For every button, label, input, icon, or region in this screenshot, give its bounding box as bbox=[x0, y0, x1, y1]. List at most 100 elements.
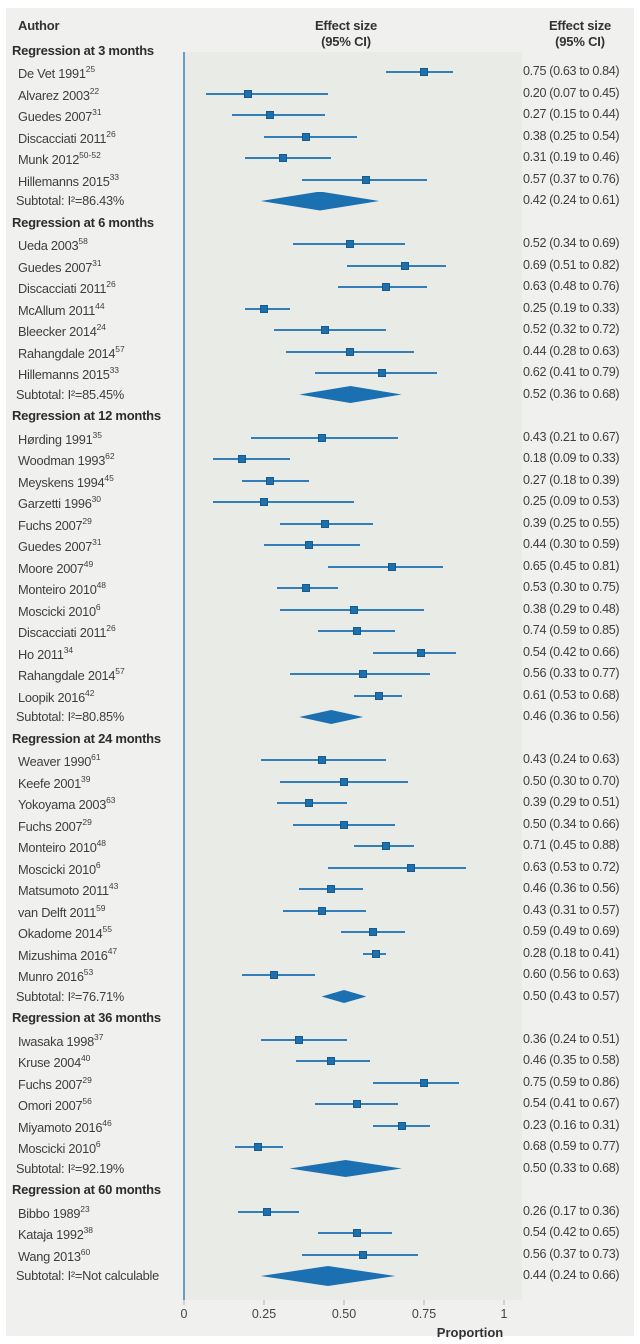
effect-size-value: 0.75 (0.59 to 0.86) bbox=[523, 1074, 620, 1089]
point-estimate-marker bbox=[346, 240, 355, 248]
effect-size-value: 0.52 (0.34 to 0.69) bbox=[523, 236, 620, 250]
effect-size-value: 0.50 (0.43 to 0.57) bbox=[523, 988, 620, 1003]
study-ref-superscript: 29 bbox=[82, 1074, 92, 1085]
effect-size-value: 0.61 (0.53 to 0.68) bbox=[523, 687, 620, 702]
ci-line bbox=[328, 866, 466, 869]
column-header-author: Author bbox=[18, 18, 60, 33]
study-author-label: Monteiro 201048 bbox=[18, 838, 107, 855]
effect-size-value: 0.27 (0.15 to 0.44) bbox=[523, 107, 620, 121]
effect-size-value: 0.38 (0.29 to 0.48) bbox=[523, 601, 620, 616]
point-estimate-marker bbox=[317, 433, 326, 442]
group-label: Regression at 60 months bbox=[12, 1182, 161, 1197]
study-author-label: Matsumoto 201143 bbox=[18, 881, 119, 898]
effect-size-value: 0.56 (0.33 to 0.77) bbox=[523, 666, 620, 680]
study-ref-superscript: 55 bbox=[102, 924, 112, 934]
subtotal-diamond bbox=[260, 191, 380, 211]
effect-size-value: 0.44 (0.24 to 0.66) bbox=[523, 1268, 620, 1282]
study-author-label: Meyskens 199445 bbox=[18, 472, 114, 490]
study-author-label: Miyamoto 201646 bbox=[18, 1117, 112, 1135]
study-ref-superscript: 33 bbox=[109, 171, 120, 182]
point-estimate-marker bbox=[279, 154, 288, 162]
effect-size-value: 0.62 (0.41 to 0.79) bbox=[523, 365, 620, 379]
study-author-label: Weaver 199061 bbox=[18, 752, 101, 769]
effect-size-value: 0.43 (0.24 to 0.63) bbox=[523, 752, 620, 766]
subtotal-diamond bbox=[299, 386, 402, 403]
point-estimate-marker bbox=[400, 261, 409, 270]
point-estimate-marker bbox=[263, 1207, 272, 1216]
study-ref-superscript: 31 bbox=[92, 107, 102, 117]
effect-size-value: 0.50 (0.34 to 0.66) bbox=[523, 816, 620, 831]
effect-size-value: 0.46 (0.36 to 0.56) bbox=[523, 881, 620, 895]
study-ref-superscript: 61 bbox=[91, 752, 101, 762]
study-author-label: Hillemanns 201533 bbox=[18, 171, 120, 189]
study-author-label: Discacciati 201126 bbox=[18, 128, 116, 146]
point-estimate-marker bbox=[260, 304, 268, 313]
column-header-effect-plot-line2: (95% CI) bbox=[321, 34, 371, 49]
point-estimate-marker bbox=[295, 1035, 304, 1044]
point-estimate-marker bbox=[304, 541, 313, 549]
subtotal-label: Subtotal: I²=Not calculable bbox=[16, 1268, 159, 1283]
study-author-label: Ho 201134 bbox=[18, 644, 74, 662]
effect-size-value: 0.46 (0.35 to 0.58) bbox=[523, 1053, 620, 1067]
point-estimate-marker bbox=[320, 519, 329, 528]
study-ref-superscript: 46 bbox=[102, 1117, 112, 1128]
subtotal-diamond bbox=[299, 710, 364, 724]
study-ref-superscript: 59 bbox=[96, 902, 106, 913]
study-ref-superscript: 25 bbox=[85, 64, 96, 74]
subtotal-diamond bbox=[289, 1160, 402, 1177]
study-ref-superscript: 29 bbox=[82, 816, 92, 827]
x-tick-label: 0.25 bbox=[251, 1307, 277, 1321]
ci-line bbox=[328, 565, 444, 568]
effect-size-value: 0.69 (0.51 to 0.82) bbox=[523, 257, 620, 272]
point-estimate-marker bbox=[388, 562, 396, 571]
study-ref-superscript: 48 bbox=[96, 580, 107, 590]
study-author-label: Fuchs 200729 bbox=[18, 1074, 92, 1092]
study-ref-superscript: 38 bbox=[83, 1225, 94, 1235]
study-author-label: Guedes 200731 bbox=[18, 537, 102, 554]
point-estimate-marker bbox=[253, 1143, 262, 1151]
study-ref-superscript: 29 bbox=[82, 515, 92, 526]
ci-line bbox=[372, 1081, 460, 1084]
axis-zero-line bbox=[183, 52, 185, 1302]
study-ref-superscript: 31 bbox=[92, 537, 102, 547]
ci-line bbox=[372, 651, 456, 654]
point-estimate-marker bbox=[420, 68, 428, 76]
study-author-label: van Delft 201159 bbox=[18, 902, 106, 920]
study-author-label: Hillemanns 201533 bbox=[18, 365, 120, 382]
study-author-label: Iwasaka 199837 bbox=[18, 1031, 104, 1049]
point-estimate-marker bbox=[346, 347, 355, 356]
study-author-label: Mizushima 201647 bbox=[18, 945, 118, 963]
study-author-label: Moore 200749 bbox=[18, 558, 94, 576]
study-ref-superscript: 45 bbox=[104, 472, 114, 483]
column-header-effect-text-line1: Effect size bbox=[548, 18, 612, 33]
effect-size-value: 0.53 (0.30 to 0.75) bbox=[523, 580, 620, 594]
point-estimate-marker bbox=[420, 1078, 428, 1087]
study-author-label: De Vet 199125 bbox=[18, 64, 96, 81]
effect-size-value: 0.46 (0.36 to 0.56) bbox=[523, 709, 620, 723]
point-estimate-marker bbox=[352, 627, 361, 635]
effect-size-value: 0.20 (0.07 to 0.45) bbox=[523, 85, 620, 100]
study-author-label: Rahangdale 201457 bbox=[18, 666, 125, 683]
effect-size-value: 0.71 (0.45 to 0.88) bbox=[523, 838, 620, 852]
effect-size-value: 0.54 (0.41 to 0.67) bbox=[523, 1096, 620, 1110]
study-author-label: Bibbo 198923 bbox=[18, 1203, 90, 1221]
subtotal-label: Subtotal: I²=85.45% bbox=[16, 386, 125, 402]
point-estimate-marker bbox=[266, 476, 275, 485]
effect-size-value: 0.31 (0.19 to 0.46) bbox=[523, 150, 620, 164]
subtotal-label: Subtotal: I²=86.43% bbox=[16, 193, 125, 208]
study-ref-superscript: 47 bbox=[107, 945, 118, 956]
point-estimate-marker bbox=[375, 691, 384, 700]
study-ref-superscript: 49 bbox=[83, 558, 94, 569]
x-tick-label: 0.50 bbox=[331, 1307, 357, 1321]
effect-size-value: 0.36 (0.24 to 0.51) bbox=[523, 1031, 620, 1046]
subtotal-label: Subtotal: I²=80.85% bbox=[16, 709, 125, 724]
effect-size-value: 0.25 (0.09 to 0.53) bbox=[523, 494, 620, 508]
study-ref-superscript: 42 bbox=[84, 687, 95, 698]
study-ref-superscript: 50-52 bbox=[79, 150, 101, 160]
x-tick-label: 0.75 bbox=[411, 1307, 437, 1321]
ci-line bbox=[212, 458, 290, 460]
point-estimate-marker bbox=[301, 132, 310, 141]
study-ref-superscript: 31 bbox=[92, 257, 102, 268]
point-estimate-marker bbox=[368, 928, 377, 936]
